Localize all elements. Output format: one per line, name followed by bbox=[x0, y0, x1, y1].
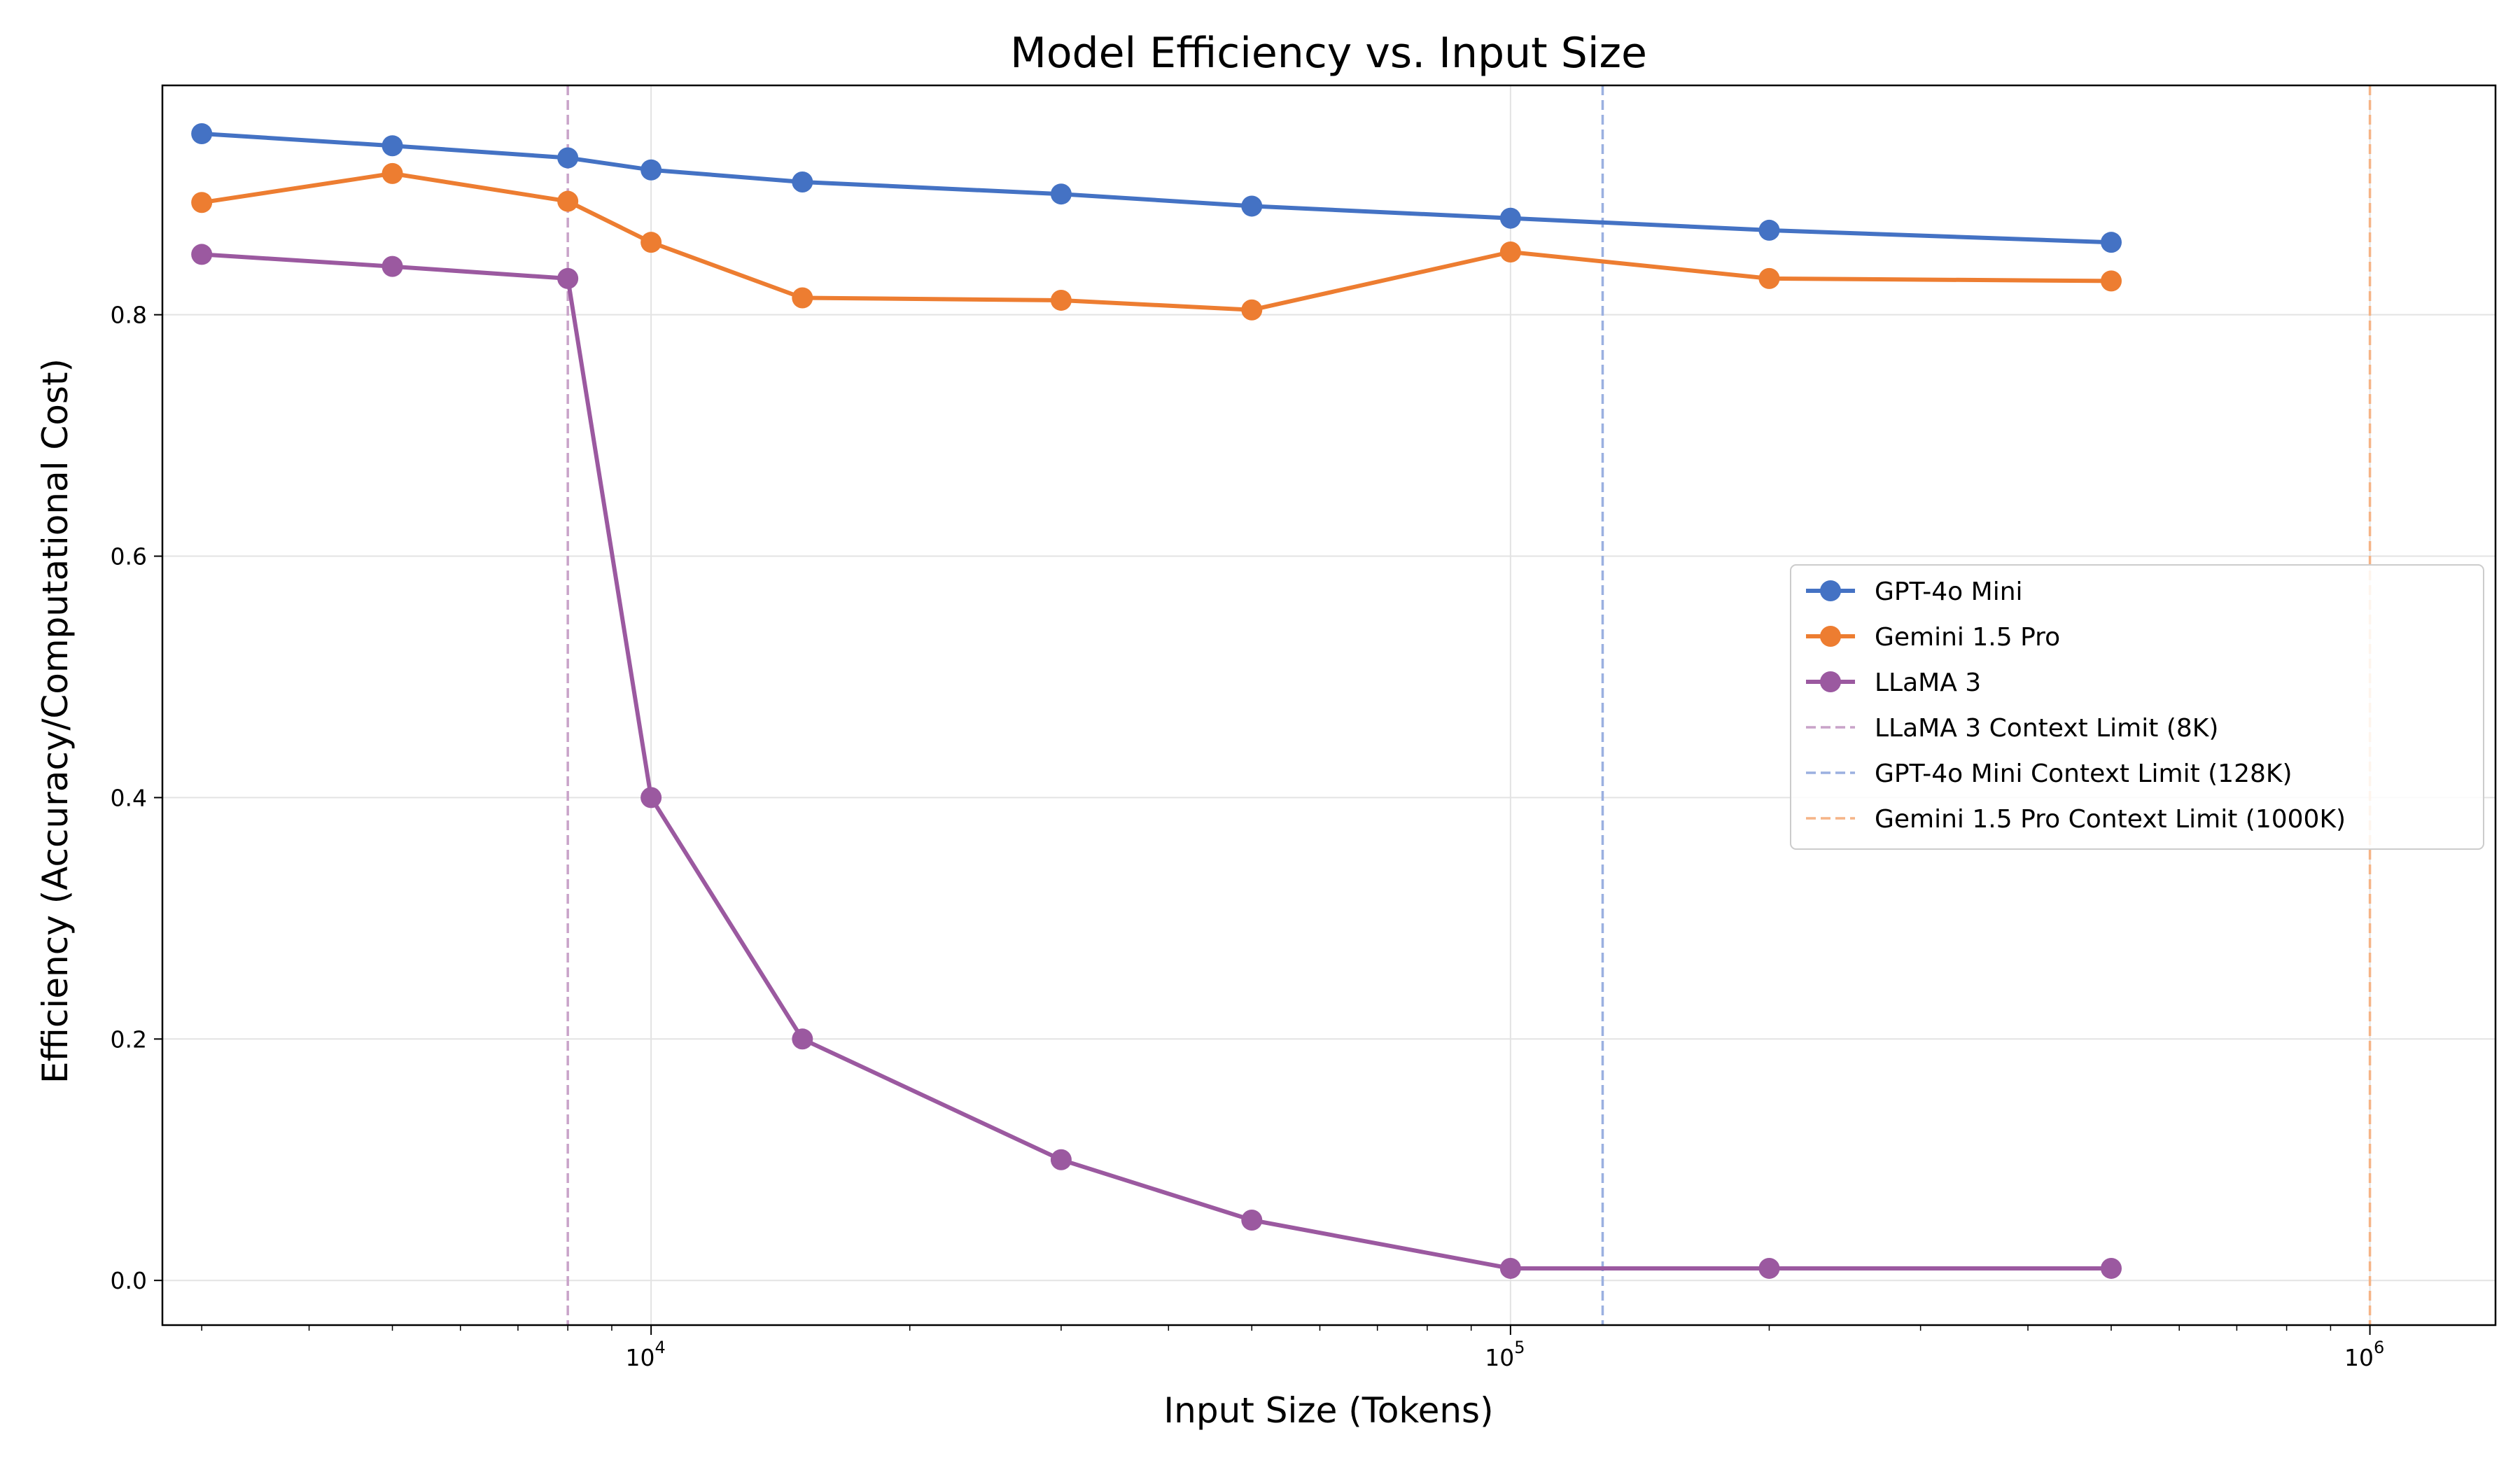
data-point bbox=[191, 244, 213, 265]
legend-label: Gemini 1.5 Pro Context Limit (1000K) bbox=[1875, 805, 2346, 834]
data-point bbox=[1499, 1257, 1521, 1279]
data-point bbox=[640, 159, 662, 181]
data-point bbox=[1050, 1149, 1072, 1170]
legend-marker bbox=[1820, 580, 1841, 601]
data-point bbox=[1758, 219, 1780, 241]
legend-marker bbox=[1820, 671, 1841, 692]
y-tick-label: 0.6 bbox=[111, 543, 147, 570]
data-point bbox=[1050, 289, 1072, 311]
data-point bbox=[2101, 270, 2122, 292]
data-point bbox=[191, 192, 213, 214]
data-point bbox=[1758, 267, 1780, 289]
legend-box bbox=[1790, 564, 2484, 850]
x-tick-exponent: 6 bbox=[2374, 1338, 2384, 1357]
chart-title: Model Efficiency vs. Input Size bbox=[1010, 29, 1647, 78]
y-tick-label: 0.2 bbox=[111, 1026, 147, 1053]
y-tick-label: 0.0 bbox=[111, 1267, 147, 1294]
legend-marker bbox=[1820, 626, 1841, 647]
data-point bbox=[1499, 241, 1521, 262]
y-axis: 0.0 0.2 0.4 0.6 0.8 bbox=[111, 302, 162, 1294]
data-point bbox=[557, 267, 579, 289]
data-point bbox=[1241, 195, 1263, 217]
data-point bbox=[792, 171, 813, 192]
data-point bbox=[1241, 1209, 1263, 1231]
data-point bbox=[792, 1028, 813, 1050]
data-point bbox=[1050, 183, 1072, 205]
series-line bbox=[201, 171, 2112, 312]
data-point bbox=[2101, 232, 2122, 253]
legend: GPT-4o Mini Gemini 1.5 Pro LLaMA 3 LLaMA 3 … bbox=[1790, 564, 2484, 850]
y-tick-label: 0.8 bbox=[111, 302, 147, 329]
data-point bbox=[1499, 207, 1521, 229]
data-point bbox=[557, 190, 579, 212]
x-axis-label: Input Size (Tokens) bbox=[1163, 1390, 1493, 1431]
x-tick-exponent: 5 bbox=[1514, 1338, 1525, 1357]
legend-label: LLaMA 3 Context Limit (8K) bbox=[1875, 714, 2218, 743]
plot-frame bbox=[161, 84, 2497, 1326]
y-tick-label: 0.4 bbox=[111, 784, 147, 811]
data-point bbox=[1758, 1257, 1780, 1279]
data-point bbox=[640, 232, 662, 253]
data-point bbox=[382, 162, 403, 184]
x-tick-exponent: 4 bbox=[654, 1338, 665, 1357]
series-line bbox=[202, 132, 2112, 245]
data-point bbox=[2101, 1257, 2122, 1279]
legend-label: Gemini 1.5 Pro bbox=[1875, 623, 2060, 652]
data-point bbox=[557, 147, 579, 169]
data-point bbox=[382, 135, 403, 157]
data-point bbox=[792, 287, 813, 309]
data-point bbox=[1241, 299, 1263, 321]
series-layer bbox=[191, 122, 2122, 1279]
data-point bbox=[191, 122, 213, 144]
legend-label: GPT-4o Mini bbox=[1875, 578, 2023, 606]
legend-label: GPT-4o Mini Context Limit (128K) bbox=[1875, 760, 2292, 788]
y-axis-label: Efficiency (Accuracy/Computational Cost) bbox=[35, 358, 76, 1084]
data-point bbox=[640, 787, 662, 808]
data-point bbox=[382, 255, 403, 277]
legend-label: LLaMA 3 bbox=[1875, 668, 1981, 697]
series-line bbox=[202, 252, 2111, 1270]
